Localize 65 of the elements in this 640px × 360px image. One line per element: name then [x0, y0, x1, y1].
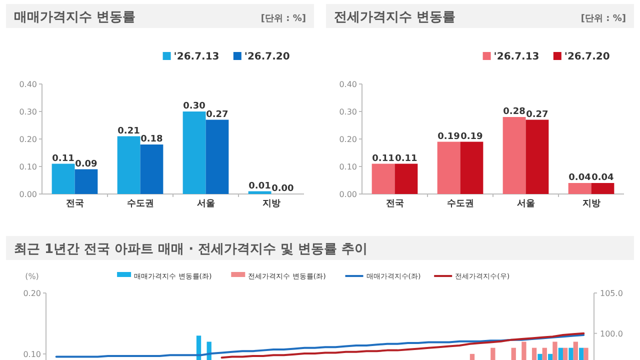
bar [502, 117, 526, 194]
data-label: 0.27 [206, 110, 228, 120]
text: [단위 : %] [580, 14, 626, 24]
data-label: 0.30 [183, 102, 206, 112]
data-label: 0.28 [503, 107, 526, 117]
bar [117, 136, 140, 194]
y-tick-label: 0.30 [19, 108, 37, 116]
data-label: 0.11 [372, 154, 394, 164]
chart-title: 최근 1년간 전국 아파트 매매 · 전세가격지수 및 변동률 추이 [14, 242, 368, 257]
bar [591, 183, 614, 194]
y-tick-label: 0.00 [19, 190, 37, 199]
legend-label: '26.7.20 [564, 52, 610, 62]
data-label: 0.21 [118, 126, 140, 136]
x-tick-label: 지방 [261, 199, 280, 209]
bar [372, 164, 395, 194]
bar [248, 191, 272, 194]
y-tick-label: 0.20 [23, 289, 41, 298]
y-tick-label: 0.00 [339, 190, 357, 199]
y-tick-label: 0.10 [19, 162, 37, 172]
bar [206, 120, 229, 194]
data-label: 0.00 [272, 184, 294, 194]
bar [140, 144, 164, 194]
y-tick-label: 0.20 [19, 135, 37, 144]
bar [460, 142, 484, 194]
x-tick-label: 수도권 [446, 199, 474, 209]
legend-label: '26.7.20 [244, 52, 290, 62]
bar [52, 164, 75, 194]
data-label: 0.11 [52, 154, 74, 164]
line-series [55, 334, 585, 358]
x-tick-label: 전국 [386, 199, 404, 209]
bar [437, 142, 460, 194]
y-tick-label: 0.10 [23, 350, 41, 359]
y-tick-label: 0.30 [339, 108, 357, 116]
data-label: 0.04 [592, 173, 614, 183]
bar [394, 164, 418, 194]
data-label: 0.18 [140, 134, 163, 144]
bar [526, 120, 549, 194]
y2-tick-label: 105.0 [600, 289, 623, 298]
x-tick-label: 서울 [516, 199, 535, 209]
data-label: 0.04 [568, 173, 591, 183]
y-axis-title: (%) [25, 272, 39, 281]
y-tick-label: 0.20 [339, 135, 357, 144]
chart-title: 전세가격지수 변동률 [334, 10, 456, 25]
data-label: 0.19 [438, 132, 460, 142]
line-series [220, 332, 585, 359]
y-tick-label: 0.10 [339, 162, 357, 172]
legend-label: '26.7.13 [494, 52, 540, 62]
x-tick-label: 지방 [581, 199, 600, 209]
x-tick-label: 서울 [196, 199, 215, 209]
data-label: 0.01 [248, 181, 271, 192]
data-label: 0.19 [460, 132, 483, 142]
bar [182, 112, 206, 194]
x-tick-label: 전국 [66, 199, 84, 209]
y-tick-label: 0.40 [19, 80, 37, 89]
y-tick-label: 0.40 [339, 80, 357, 89]
data-label: 0.09 [75, 159, 98, 170]
data-label: 0.27 [526, 110, 548, 120]
legend-label: '26.7.13 [174, 52, 220, 62]
bar [568, 183, 592, 194]
y2-tick-label: 100.0 [600, 329, 623, 338]
chart-title: 매매가격지수 변동률 [14, 10, 136, 25]
text: [단위 : %] [260, 14, 306, 24]
data-label: 0.11 [395, 154, 418, 164]
x-tick-label: 수도권 [126, 199, 154, 209]
bar [74, 169, 98, 194]
